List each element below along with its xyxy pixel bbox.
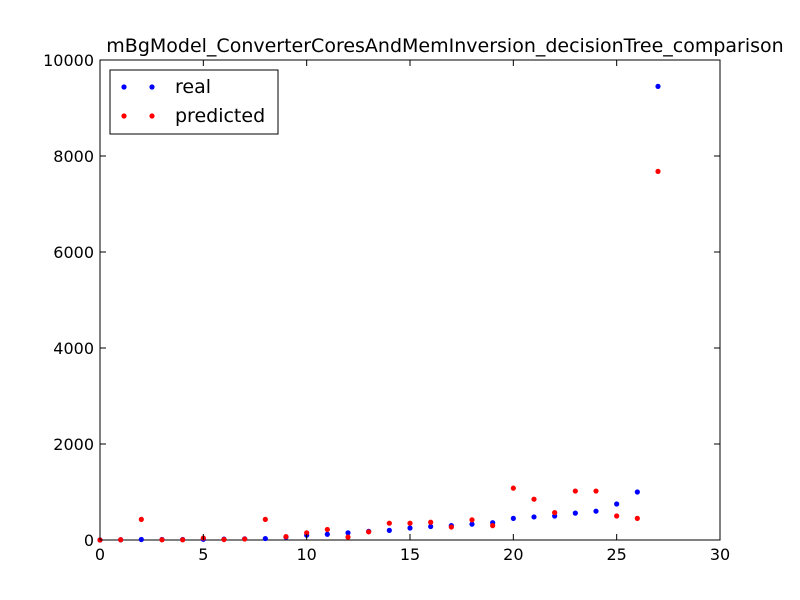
data-point-real bbox=[655, 83, 661, 89]
legend-marker-predicted bbox=[149, 113, 155, 119]
x-tick-label: 25 bbox=[606, 545, 626, 564]
x-tick-label: 15 bbox=[400, 545, 420, 564]
x-tick-label: 30 bbox=[710, 545, 730, 564]
legend-label-real: real bbox=[175, 76, 211, 98]
series-real bbox=[97, 83, 661, 543]
data-point-predicted bbox=[552, 510, 558, 516]
data-point-predicted bbox=[531, 496, 537, 502]
data-point-predicted bbox=[304, 530, 310, 536]
data-point-predicted bbox=[448, 524, 454, 530]
y-tick-label: 0 bbox=[84, 531, 94, 550]
legend: real predicted bbox=[109, 69, 279, 135]
legend-marker-real bbox=[121, 84, 127, 90]
x-tick-label: 5 bbox=[198, 545, 208, 564]
data-point-real bbox=[428, 523, 434, 530]
data-point-predicted bbox=[593, 488, 599, 494]
data-point-predicted bbox=[262, 516, 268, 522]
data-point-real bbox=[407, 525, 413, 531]
data-point-real bbox=[614, 501, 620, 507]
data-point-predicted bbox=[180, 537, 186, 543]
data-point-predicted bbox=[242, 536, 248, 542]
data-point-real bbox=[324, 531, 330, 537]
data-point-real bbox=[469, 521, 475, 527]
y-tick-label: 10000 bbox=[43, 51, 94, 70]
data-point-predicted bbox=[469, 517, 475, 523]
series-predicted bbox=[97, 168, 661, 543]
data-point-real bbox=[345, 530, 351, 536]
data-point-real bbox=[634, 489, 640, 495]
chart-title: mBgModel_ConverterCoresAndMemInversion_d… bbox=[106, 35, 783, 57]
data-point-predicted bbox=[407, 520, 413, 526]
data-point-predicted bbox=[138, 516, 144, 522]
data-point-predicted bbox=[221, 536, 227, 543]
data-point-predicted bbox=[510, 485, 516, 491]
axis-ticks: 0 5 10 15 20 25 30 0 2000 4000 6000 8000 10000 bbox=[43, 51, 730, 564]
y-tick-label: 6000 bbox=[53, 243, 94, 262]
data-point-real bbox=[262, 535, 268, 542]
data-point-predicted bbox=[428, 519, 434, 525]
data-point-predicted bbox=[614, 513, 620, 519]
y-tick-label: 4000 bbox=[53, 339, 94, 358]
data-point-predicted bbox=[490, 523, 496, 529]
data-point-predicted bbox=[655, 168, 661, 174]
legend-marker-predicted bbox=[121, 113, 127, 119]
data-point-predicted bbox=[118, 537, 124, 543]
data-point-real bbox=[138, 536, 144, 543]
data-point-real bbox=[572, 510, 578, 516]
y-tick-label: 2000 bbox=[53, 435, 94, 454]
data-point-real bbox=[531, 514, 537, 520]
data-point-predicted bbox=[159, 537, 165, 543]
data-point-real bbox=[510, 515, 516, 522]
x-tick-label: 20 bbox=[503, 545, 523, 564]
data-point-real bbox=[593, 508, 599, 514]
y-tick-label: 8000 bbox=[53, 147, 94, 166]
data-point-real bbox=[386, 527, 392, 534]
x-tick-label: 10 bbox=[296, 545, 316, 564]
data-point-predicted bbox=[386, 520, 392, 526]
x-tick-label: 0 bbox=[95, 545, 105, 564]
data-point-predicted bbox=[572, 488, 578, 494]
data-point-predicted bbox=[283, 534, 289, 540]
legend-box bbox=[109, 69, 279, 135]
legend-label-predicted: predicted bbox=[175, 105, 265, 127]
data-point-predicted bbox=[366, 529, 372, 535]
legend-marker-real bbox=[149, 84, 155, 90]
data-point-predicted bbox=[324, 526, 330, 533]
data-point-predicted bbox=[345, 534, 351, 540]
data-point-predicted bbox=[634, 515, 640, 522]
